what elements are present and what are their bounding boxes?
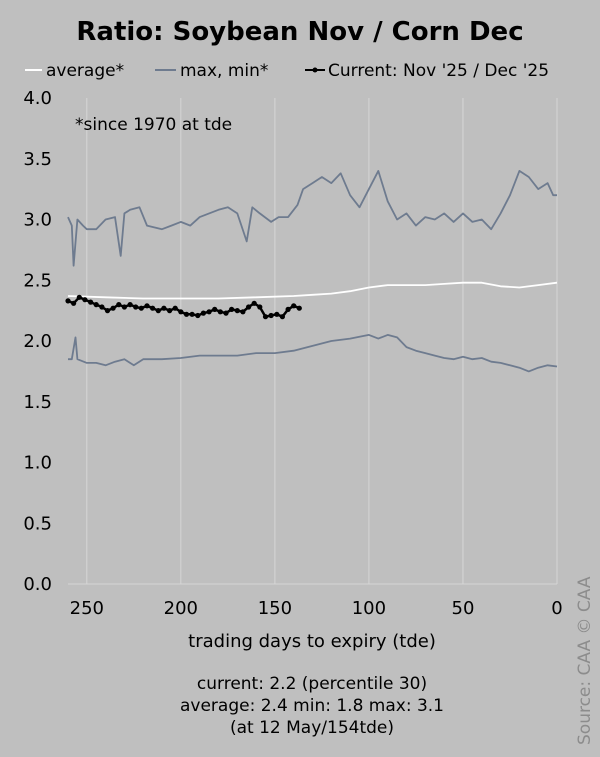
current-point xyxy=(234,308,240,314)
y-tick-label: 0.0 xyxy=(23,574,52,595)
y-tick-label: 3.5 xyxy=(23,149,52,170)
current-point xyxy=(150,305,156,311)
current-point xyxy=(189,311,195,317)
current-point xyxy=(167,308,173,314)
x-tick-label: 150 xyxy=(258,598,292,619)
current-point xyxy=(200,310,206,316)
current-point xyxy=(291,303,297,309)
current-point xyxy=(110,305,116,311)
current-point xyxy=(229,306,235,312)
series-min-line xyxy=(68,333,558,373)
y-tick-label: 3.0 xyxy=(23,210,52,231)
current-point xyxy=(127,302,133,308)
y-tick-label: 2.5 xyxy=(23,270,52,291)
current-point xyxy=(161,305,167,311)
y-tick-label: 1.5 xyxy=(23,392,52,413)
current-point xyxy=(268,312,274,319)
stats-date: (at 12 May/154tde) xyxy=(230,718,394,738)
y-axis: 0.0 0.5 1.0 1.5 2.0 2.5 3.0 3.5 4.0 xyxy=(23,88,52,595)
chart-title: Ratio: Soybean Nov / Corn Dec xyxy=(76,17,523,47)
series-average-line xyxy=(67,281,558,300)
current-point xyxy=(138,305,144,311)
current-point xyxy=(88,299,94,305)
x-axis-label: trading days to expiry (tde) xyxy=(188,631,436,652)
current-point xyxy=(251,300,257,306)
current-point xyxy=(93,302,99,308)
legend-average-label: average* xyxy=(46,61,124,81)
x-tick-label: 50 xyxy=(452,598,475,619)
y-tick-label: 4.0 xyxy=(23,88,52,109)
current-point xyxy=(183,311,190,317)
current-point xyxy=(279,314,285,320)
current-point xyxy=(71,300,77,306)
x-tick-label: 250 xyxy=(70,598,104,619)
current-point xyxy=(223,310,229,316)
x-tick-label: 100 xyxy=(352,598,386,619)
current-point xyxy=(116,302,122,308)
current-point xyxy=(121,304,127,310)
y-tick-label: 1.0 xyxy=(23,453,52,474)
current-point xyxy=(212,306,218,312)
current-point xyxy=(217,309,223,315)
current-point xyxy=(82,297,88,303)
current-point xyxy=(262,314,269,320)
x-axis: 250 200 150 100 50 0 xyxy=(70,598,563,619)
current-point xyxy=(246,304,252,310)
current-point xyxy=(285,306,291,312)
plot-area xyxy=(68,98,557,584)
current-point xyxy=(274,311,280,317)
x-tick-label: 200 xyxy=(164,598,198,619)
stats-current: current: 2.2 (percentile 30) xyxy=(197,674,427,694)
current-point xyxy=(257,304,263,310)
legend-current-label: Current: Nov '25 / Dec '25 xyxy=(328,61,549,81)
x-tick-label: 0 xyxy=(551,598,562,619)
series-group xyxy=(65,169,558,373)
current-point xyxy=(195,312,201,319)
annotation-since-1970: *since 1970 at tde xyxy=(75,115,232,135)
current-point xyxy=(133,304,139,310)
series-max-line xyxy=(67,169,557,267)
current-point xyxy=(99,304,105,310)
current-point xyxy=(65,298,71,304)
y-tick-label: 0.5 xyxy=(23,513,52,534)
grid xyxy=(68,98,558,585)
legend-maxmin-label: max, min* xyxy=(180,61,268,81)
y-tick-label: 2.0 xyxy=(23,331,52,352)
source-credit: Source: CAA © CAA xyxy=(575,576,595,745)
current-point xyxy=(144,303,150,309)
current-point xyxy=(104,308,111,314)
current-point xyxy=(172,305,178,311)
current-point xyxy=(206,309,212,315)
current-point xyxy=(240,309,246,315)
current-point xyxy=(155,308,161,314)
current-point xyxy=(178,309,184,315)
legend-current-marker xyxy=(312,67,318,73)
current-point xyxy=(76,294,82,300)
stats-average: average: 2.4 min: 1.8 max: 3.1 xyxy=(180,696,444,716)
current-point xyxy=(296,305,302,311)
